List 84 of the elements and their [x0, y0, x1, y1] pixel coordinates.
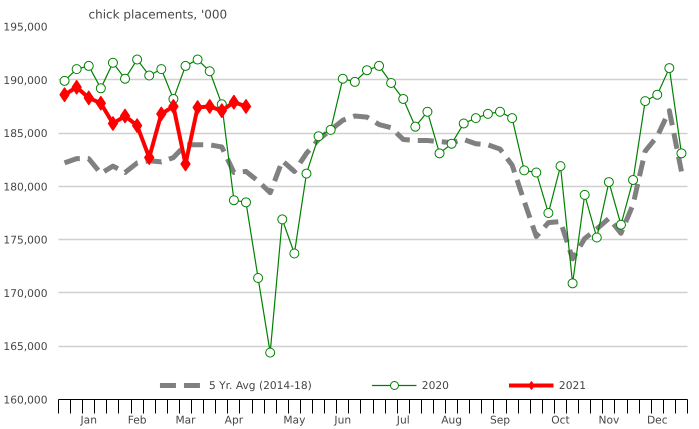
point	[458, 118, 469, 128]
point	[555, 161, 566, 172]
point	[144, 70, 154, 81]
x-tick-label: Mar	[175, 414, 196, 426]
x-tick-label: Apr	[224, 414, 244, 426]
point	[228, 195, 239, 206]
point	[495, 106, 506, 117]
point	[72, 64, 82, 74]
point	[84, 60, 94, 71]
point	[580, 190, 590, 200]
point	[676, 148, 686, 158]
point	[374, 60, 384, 71]
point	[156, 64, 166, 74]
point	[180, 60, 191, 71]
chart-title: chick placements, '000	[88, 8, 228, 22]
point	[192, 100, 203, 115]
point	[531, 168, 542, 178]
y-tick-label: 165,000	[3, 340, 48, 354]
point	[168, 98, 179, 114]
point	[132, 54, 142, 65]
point	[616, 220, 626, 230]
legend-label: 2020	[422, 378, 449, 392]
y-tick-label: 180,000	[3, 180, 48, 194]
point	[289, 248, 300, 258]
x-tick-label: Jan	[80, 414, 97, 426]
point	[640, 96, 650, 106]
point	[96, 96, 106, 111]
point	[398, 94, 408, 104]
point	[132, 118, 142, 134]
x-tick-label: Dec	[646, 414, 668, 426]
point	[422, 106, 432, 117]
point	[192, 54, 203, 65]
point	[410, 122, 420, 132]
point	[568, 278, 578, 288]
y-tick-label: 185,000	[3, 127, 48, 140]
point	[386, 78, 396, 88]
x-tick-label: Oct	[551, 414, 570, 426]
x-tick-label: Nov	[598, 414, 620, 426]
point	[628, 174, 638, 185]
legend-label: 2021	[558, 378, 586, 392]
point	[664, 63, 674, 74]
point	[120, 108, 130, 124]
y-tick-label: 195,000	[3, 20, 48, 34]
x-tick-label: Feb	[128, 414, 147, 426]
point	[108, 58, 118, 68]
point	[326, 124, 336, 135]
y-tick-label: 190,000	[3, 74, 48, 87]
y-tick-label: 175,000	[3, 234, 48, 247]
point	[228, 94, 240, 110]
point	[120, 74, 130, 84]
x-tick-label: Sep	[490, 414, 510, 426]
point	[482, 108, 493, 119]
point	[338, 74, 348, 84]
x-tick-label: Jul	[396, 414, 410, 426]
point	[592, 232, 602, 243]
point	[277, 214, 288, 224]
point	[71, 80, 82, 95]
point	[253, 273, 264, 283]
point	[108, 116, 118, 131]
x-tick-label: May	[283, 414, 306, 426]
point	[314, 131, 324, 142]
point	[434, 148, 445, 158]
point	[265, 348, 276, 358]
point	[604, 177, 614, 188]
point	[543, 208, 554, 218]
point	[652, 90, 662, 100]
point	[301, 168, 312, 179]
point	[446, 138, 457, 149]
point	[470, 113, 481, 124]
point	[240, 197, 251, 208]
point	[59, 87, 70, 102]
x-tick-label: Jun	[333, 414, 352, 426]
point	[240, 98, 252, 114]
point	[204, 66, 215, 76]
point	[507, 113, 518, 124]
point	[60, 76, 70, 86]
point	[362, 65, 372, 76]
legend-label: 5 Yr. Avg (2014-18)	[208, 378, 312, 392]
point	[96, 83, 106, 94]
y-tick-label: 160,000	[3, 394, 48, 406]
point	[519, 165, 530, 176]
x-tick-label: Aug	[441, 414, 462, 426]
y-tick-label: 170,000	[3, 286, 48, 300]
point	[350, 76, 360, 87]
